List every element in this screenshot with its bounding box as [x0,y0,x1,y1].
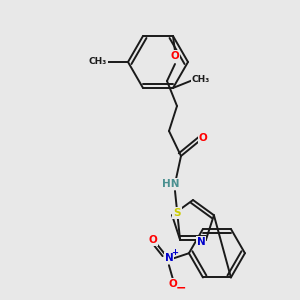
Text: O: O [171,51,179,61]
Text: N: N [196,237,205,247]
Text: O: O [199,133,207,143]
Text: CH₃: CH₃ [192,76,210,85]
Text: O: O [169,279,177,289]
Text: N: N [164,253,173,263]
Text: CH₃: CH₃ [89,58,107,67]
Text: S: S [173,208,181,218]
Text: −: − [176,282,186,295]
Text: +: + [171,248,178,257]
Text: HN: HN [162,179,180,189]
Text: O: O [148,235,157,245]
